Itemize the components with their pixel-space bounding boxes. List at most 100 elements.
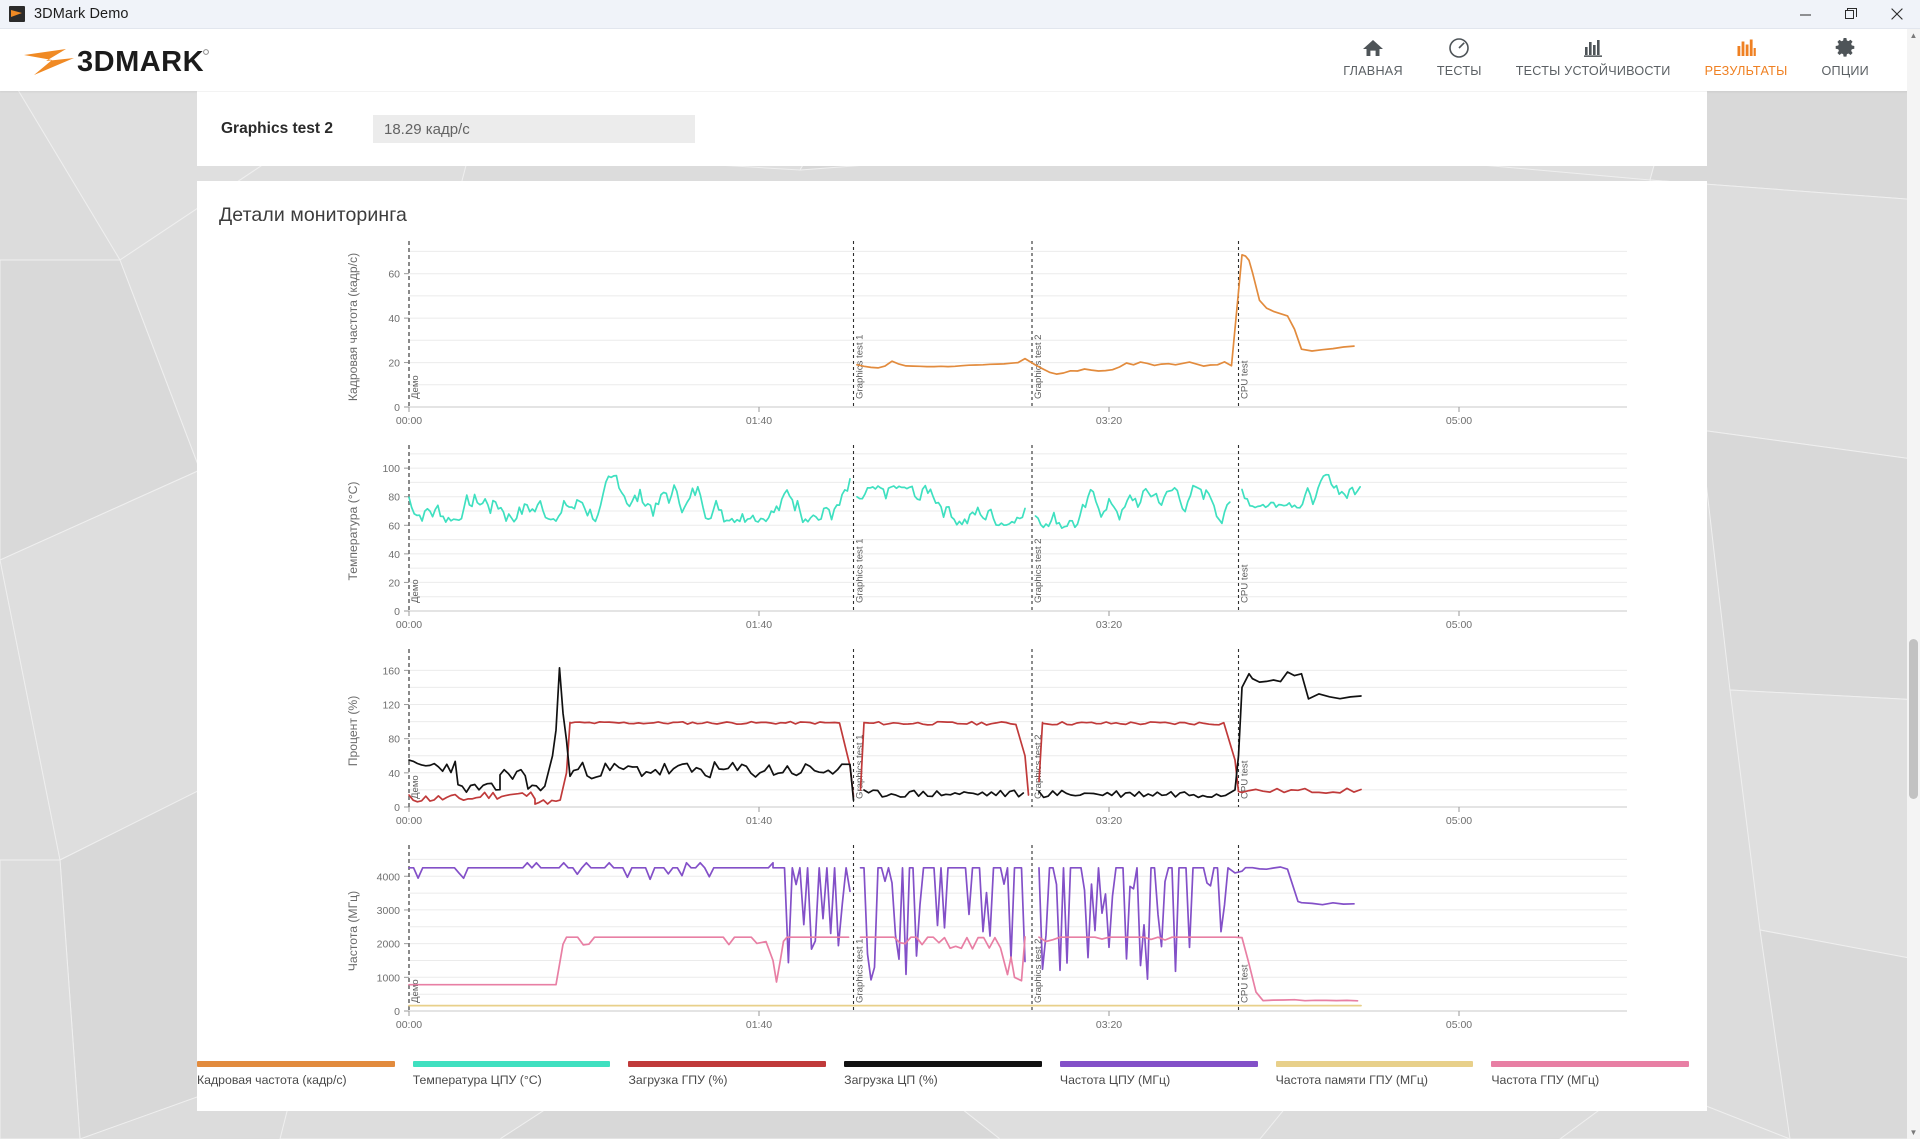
y-axis-title: Температура (°C) (346, 482, 360, 581)
x-tick-label: 05:00 (1446, 415, 1472, 427)
y-tick-label: 0 (394, 402, 400, 414)
nav-item-tests[interactable]: ТЕСТЫ (1420, 29, 1499, 78)
y-tick-label: 40 (388, 768, 400, 780)
nav-item-stress-tests[interactable]: ТЕСТЫ УСТОЙЧИВОСТИ (1499, 29, 1688, 78)
series-line (856, 253, 1355, 375)
scroll-down-arrow[interactable]: ▼ (1909, 1128, 1918, 1137)
y-tick-label: 2000 (377, 939, 401, 951)
y-tick-label: 40 (388, 549, 400, 561)
x-tick-label: 05:00 (1446, 619, 1472, 631)
series-line (408, 473, 1361, 529)
chart-percent: 0 40 80 120 160 Процент (%) 00:00 01:40 03:20 05:… (346, 649, 1627, 827)
x-tick-label: 00:00 (396, 619, 422, 631)
nav-item-options[interactable]: ОПЦИИ (1804, 29, 1886, 78)
y-tick-label: 60 (388, 269, 400, 281)
score-value: 18.29 кадр/с (373, 115, 695, 143)
x-tick-label: 01:40 (746, 619, 772, 631)
x-tick-label: 05:00 (1446, 1019, 1472, 1031)
y-tick-label: 0 (394, 606, 400, 618)
x-tick-label: 03:20 (1096, 815, 1122, 827)
legend-swatch (1059, 1061, 1258, 1067)
phase-marker-label: CPU test (1240, 964, 1251, 1003)
legend-item: Загрузка ЦП (%) (844, 1061, 1060, 1087)
chart-block-frequency: 0 1000 2000 3000 4000 Частота (МГц) 00:00 01:40… (197, 837, 1707, 1041)
bar-chart-icon (1582, 36, 1604, 60)
phase-marker-label: Graphics test 2 (1033, 938, 1044, 1003)
scroll-up-arrow[interactable]: ▲ (1909, 31, 1918, 40)
x-tick-label: 03:20 (1096, 619, 1122, 631)
nav-item-results[interactable]: РЕЗУЛЬТАТЫ (1688, 29, 1805, 78)
svg-text:3DMARK: 3DMARK (77, 46, 204, 78)
phase-marker-label: Демо (410, 579, 421, 603)
phase-marker-label: Graphics test 2 (1033, 538, 1044, 603)
chart-framerate: 0 20 40 60 Кадровая частота (кадр/с) 00:00 01:… (346, 241, 1627, 427)
main-nav: ГЛАВНАЯ ТЕСТЫ (1326, 29, 1920, 91)
legend-label: Частота ЦПУ (МГц) (1059, 1073, 1171, 1087)
minimize-button[interactable] (1782, 0, 1828, 29)
legend-item: Частота памяти ГПУ (МГц) (1275, 1061, 1492, 1087)
score-label: Graphics test 2 (221, 120, 333, 137)
y-tick-label: 20 (388, 358, 400, 370)
chart-legend: Кадровая частота (кадр/с) Температура ЦПУ… (197, 1061, 1707, 1087)
nav-label-results: РЕЗУЛЬТАТЫ (1704, 64, 1788, 78)
y-tick-label: 160 (382, 665, 400, 677)
legend-label: Загрузка ГПУ (%) (628, 1073, 728, 1087)
nav-label-home: ГЛАВНАЯ (1343, 64, 1403, 78)
phase-marker-label: CPU test (1240, 564, 1251, 603)
phase-marker-label: CPU test (1240, 760, 1251, 799)
results-bars-icon (1735, 36, 1757, 60)
legend-item: Кадровая частота (кадр/с) (197, 1061, 413, 1087)
3dmark-logo-icon: 3DMARK (24, 46, 209, 78)
legend-swatch (1491, 1061, 1690, 1067)
x-tick-label: 00:00 (396, 1019, 422, 1031)
chart-frequency: 0 1000 2000 3000 4000 Частота (МГц) 00:00 01:40… (346, 845, 1627, 1031)
speedometer-icon (1448, 36, 1470, 60)
monitoring-charts: 0 20 40 60 Кадровая частота (кадр/с) 00:00 01:… (197, 233, 1707, 1111)
score-row: Graphics test 2 18.29 кадр/с (197, 115, 1707, 143)
page-scrollbar[interactable]: ▲ ▼ (1907, 29, 1920, 1139)
legend-item: Температура ЦПУ (°C) (412, 1061, 629, 1087)
graphics-test-score-card: Graphics test 2 18.29 кадр/с (197, 91, 1707, 166)
legend-label: Загрузка ЦП (%) (844, 1073, 938, 1087)
y-tick-label: 20 (388, 577, 400, 589)
phase-marker-label: Демо (410, 775, 421, 799)
nav-label-stress-tests: ТЕСТЫ УСТОЙЧИВОСТИ (1515, 64, 1671, 78)
restore-button[interactable] (1828, 0, 1874, 29)
phase-marker-label: CPU test (1240, 360, 1251, 399)
legend-label: Температура ЦПУ (°C) (412, 1073, 542, 1087)
legend-swatch (628, 1061, 827, 1067)
nav-label-tests: ТЕСТЫ (1436, 64, 1482, 78)
legend-label: Частота ГПУ (МГц) (1491, 1073, 1600, 1087)
restore-icon (1845, 8, 1857, 19)
x-tick-label: 01:40 (746, 815, 772, 827)
scrollbar-thumb[interactable] (1909, 639, 1918, 799)
y-axis-title: Кадровая частота (кадр/с) (346, 253, 360, 401)
nav-item-home[interactable]: ГЛАВНАЯ (1326, 29, 1420, 78)
monitoring-title: Детали мониторинга (219, 204, 407, 226)
y-tick-label: 3000 (377, 905, 401, 917)
y-tick-label: 80 (388, 734, 400, 746)
legend-item: Частота ГПУ (МГц) (1491, 1061, 1707, 1087)
x-tick-label: 05:00 (1446, 815, 1472, 827)
x-tick-label: 00:00 (396, 415, 422, 427)
phase-marker-label: Graphics test 2 (1033, 734, 1044, 799)
series-line (408, 861, 1355, 981)
x-tick-label: 03:20 (1096, 1019, 1122, 1031)
y-tick-label: 0 (394, 1006, 400, 1018)
window-titlebar: 3DMark Demo (0, 0, 1920, 29)
legend-label: Частота памяти ГПУ (МГц) (1275, 1073, 1428, 1087)
legend-item: Частота ЦПУ (МГц) (1059, 1061, 1276, 1087)
y-tick-label: 80 (388, 492, 400, 504)
y-axis-title: Процент (%) (346, 696, 360, 767)
app-header: 3DMARK ГЛАВНАЯ (0, 29, 1920, 91)
nav-label-options: ОПЦИИ (1821, 64, 1869, 78)
x-tick-label: 01:40 (746, 1019, 772, 1031)
monitoring-details-card: Детали мониторинга 0 20 40 60 Кадровая часто… (197, 181, 1707, 1111)
chart-block-temperature: 0 20 40 60 80 100 Температура (°C) 00:00 01:40 03… (197, 437, 1707, 641)
y-tick-label: 100 (382, 463, 400, 475)
series-line (408, 666, 1362, 802)
close-button[interactable] (1874, 0, 1920, 29)
chart-temperature: 0 20 40 60 80 100 Температура (°C) 00:00 01:40 03… (346, 445, 1627, 631)
legend-swatch (1275, 1061, 1474, 1067)
y-tick-label: 40 (388, 313, 400, 325)
